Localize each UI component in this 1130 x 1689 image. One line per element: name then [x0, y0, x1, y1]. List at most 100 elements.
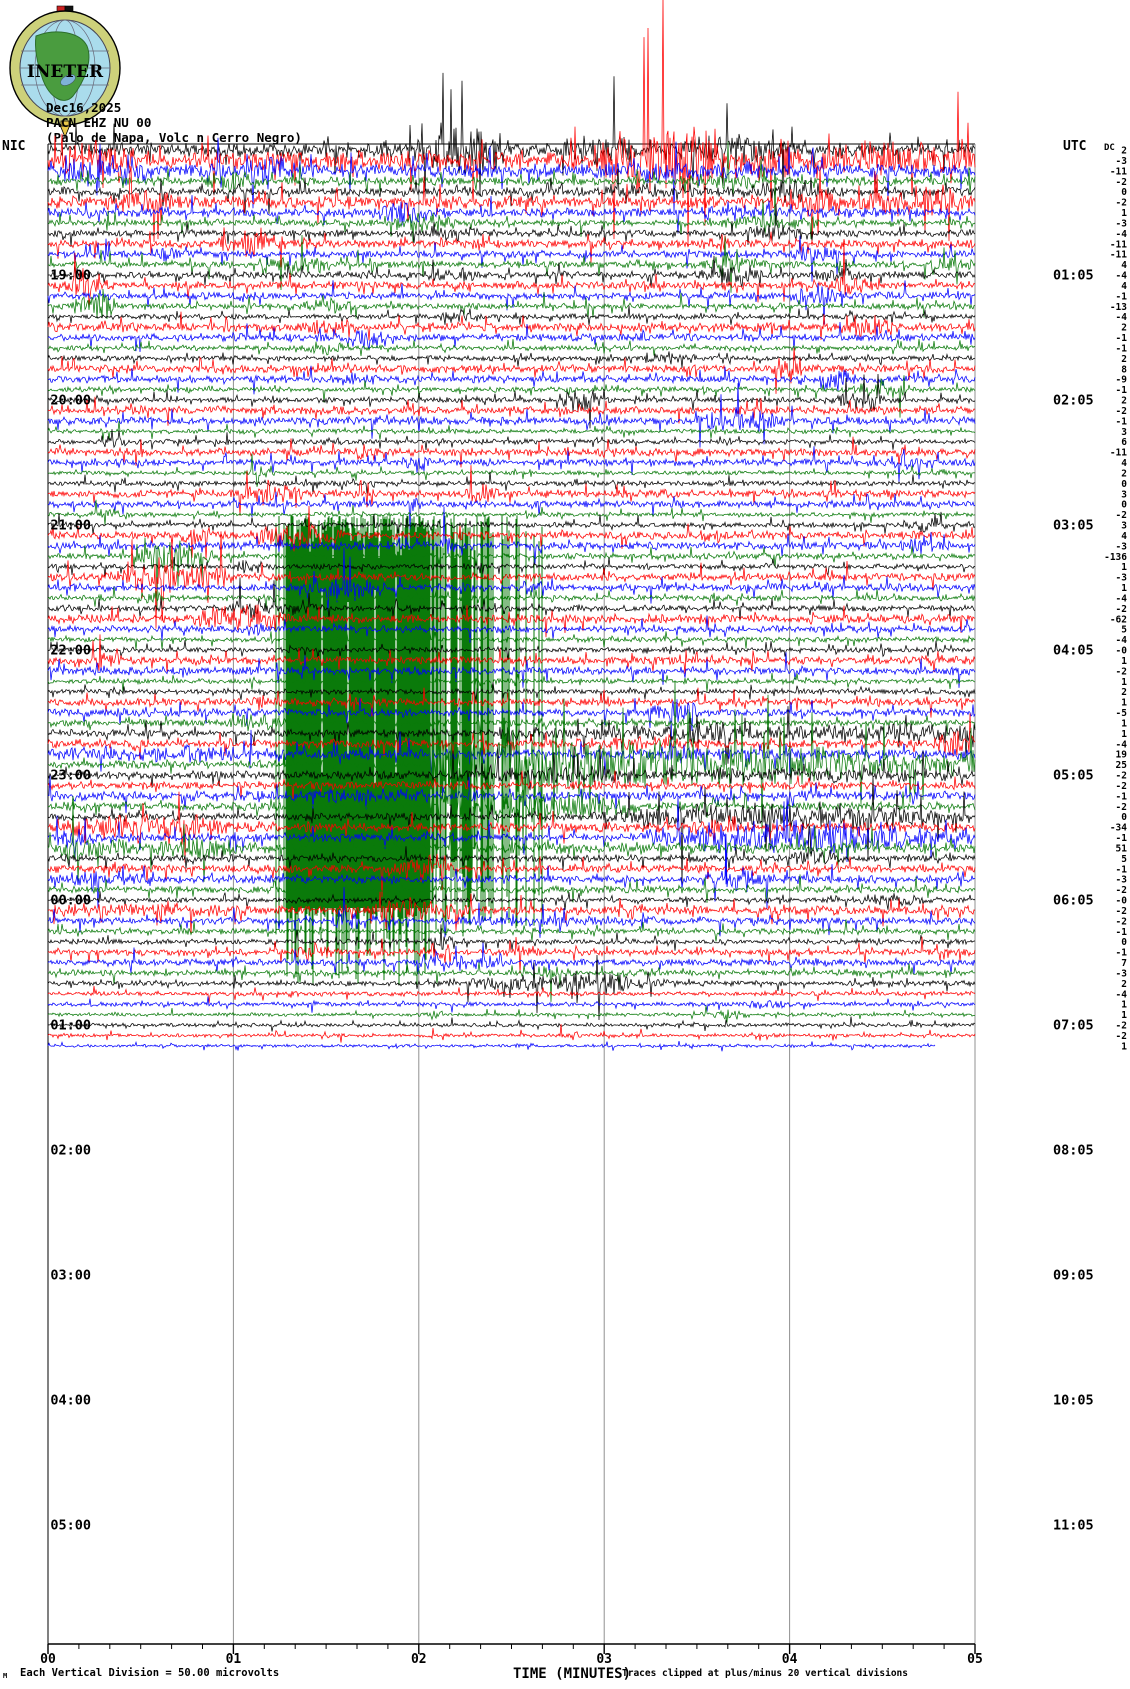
x-tick-label: 04 [782, 1652, 798, 1667]
trace-row [47, 874, 976, 903]
dc-value: -2 [1116, 781, 1127, 792]
hour-label-left: 02:00 [50, 1143, 91, 1159]
trace-row [47, 375, 976, 418]
nicaragua-map [35, 31, 90, 101]
trace-row [47, 338, 976, 356]
dc-value: 2 [1121, 396, 1127, 407]
dc-value: -4 [1116, 593, 1128, 604]
hour-label-left: 20:00 [50, 393, 91, 409]
hour-label-right: 02:05 [1053, 393, 1094, 409]
trace-row [47, 640, 976, 660]
hour-label-right: 11:05 [1053, 1518, 1094, 1534]
dc-column-header: DC [1104, 143, 1115, 153]
x-axis-title: TIME (MINUTES) [513, 1666, 631, 1682]
trace-row [47, 802, 976, 882]
trace-row [47, 235, 976, 282]
trace-row [47, 615, 976, 643]
trace-row [47, 0, 976, 248]
dc-value: -62 [1110, 614, 1127, 625]
dc-value: 2 [1121, 687, 1127, 698]
hour-label-left: 01:00 [50, 1018, 91, 1034]
dc-value: -4 [1116, 312, 1128, 323]
dc-value: -1 [1116, 791, 1128, 802]
dc-value: 0 [1121, 187, 1127, 198]
dc-value: -3 [1116, 968, 1128, 979]
trace-row [47, 653, 976, 854]
trace-row [47, 165, 976, 246]
dc-value: -2 [1116, 916, 1127, 927]
trace-row [47, 1023, 976, 1043]
trace-row [47, 446, 976, 482]
trace-row [47, 706, 976, 765]
local-timezone-label: NIC [2, 139, 25, 154]
dc-value: 1 [1121, 562, 1127, 573]
scale-note: Each Vertical Division = 50.00 microvolt… [20, 1667, 279, 1679]
dc-value: 1 [1121, 1041, 1127, 1052]
dc-value: 19 [1116, 750, 1128, 761]
trace-row [47, 942, 976, 975]
dc-value: 1 [1121, 729, 1127, 740]
hour-label-right: 10:05 [1053, 1393, 1094, 1409]
dc-value: 25 [1116, 760, 1128, 771]
dc-value: -3 [1116, 875, 1128, 886]
trace-row [47, 195, 976, 234]
trace-row [47, 583, 976, 610]
trace-row [47, 305, 976, 326]
plumb-bob-icon [59, 120, 71, 139]
dc-value: 5 [1121, 625, 1127, 636]
trace-row [47, 288, 976, 320]
dc-value: -2 [1116, 198, 1127, 209]
trace-row [48, 255, 976, 288]
dc-value: -2 [1116, 906, 1127, 917]
trace-row [47, 471, 976, 494]
dc-value: 0 [1121, 812, 1127, 823]
hour-label-left: 21:00 [50, 518, 91, 534]
hour-labels: 19:00 20:00 21:00 22:00 23:00 00:00 01:00 02:00… [50, 268, 1093, 1534]
hour-label-right: 03:05 [1053, 518, 1094, 534]
trace-row [47, 511, 976, 534]
dc-value: 1 [1121, 718, 1127, 729]
dc-value: 1 [1121, 656, 1127, 667]
hour-label-right: 01:05 [1053, 268, 1094, 284]
trace-row [47, 465, 976, 516]
trace-row [48, 924, 976, 955]
dc-value: 3 [1121, 427, 1127, 438]
trace-row [47, 396, 976, 426]
dc-value: 2 [1121, 354, 1127, 365]
trace-row [47, 1016, 976, 1032]
dc-value: 1 [1121, 677, 1127, 688]
x-axis: 00 01 02 03 04 05 [40, 1643, 983, 1667]
trace-row [47, 234, 976, 293]
trace-row [47, 506, 976, 565]
trace-row [47, 365, 976, 395]
trace-row [47, 499, 976, 526]
trace-row [47, 531, 976, 629]
dc-value: -1 [1116, 333, 1128, 344]
dc-value: -0 [1116, 646, 1128, 657]
hour-label-right: 09:05 [1053, 1268, 1094, 1284]
date-label: Dec16,2025 [46, 100, 121, 115]
trace-row [47, 373, 976, 429]
dc-value: 1 [1121, 208, 1127, 219]
trace-row [47, 227, 976, 268]
trace-rows [47, 0, 976, 1052]
trace-row [47, 853, 976, 898]
hour-label-left: 22:00 [50, 643, 91, 659]
ineter-logo: INETER [9, 5, 121, 139]
trace-row [47, 311, 976, 341]
utc-label: UTC [1063, 139, 1086, 154]
dc-value: 2 [1121, 323, 1127, 334]
logo-text: INETER [27, 62, 104, 82]
location-label: (Palo de Napa, Volc n Cerro Negro) [46, 130, 302, 145]
trace-row [47, 936, 976, 974]
dc-value: 3 [1121, 521, 1127, 532]
dc-value: -3 [1116, 156, 1128, 167]
trace-row [47, 556, 976, 578]
trace-row [47, 962, 976, 1002]
trace-row [47, 919, 976, 942]
dc-value: -4 [1116, 989, 1128, 1000]
dc-value: -3 [1116, 541, 1128, 552]
hour-label-right: 08:05 [1053, 1143, 1094, 1159]
hour-label-right: 05:05 [1053, 768, 1094, 784]
dc-value: -2 [1116, 666, 1127, 677]
